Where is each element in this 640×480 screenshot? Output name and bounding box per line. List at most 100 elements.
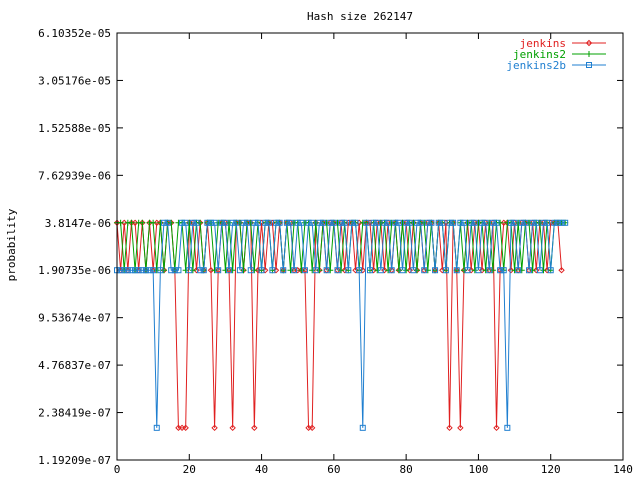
data-point-square (410, 267, 417, 274)
data-point-square (497, 267, 504, 274)
data-point-plus (526, 219, 533, 226)
data-point-plus (236, 219, 243, 226)
data-point-plus (410, 219, 417, 226)
y-tick-label: 7.62939e-06 (38, 169, 111, 182)
data-point-plus (316, 267, 323, 274)
x-tick-label: 0 (114, 463, 121, 476)
data-point-square (312, 267, 319, 274)
data-point-square (200, 267, 207, 274)
data-point-square (460, 219, 467, 226)
data-point-plus (497, 219, 504, 226)
data-point-diamond (507, 267, 515, 274)
data-point-plus (222, 267, 229, 274)
data-point-square (211, 219, 218, 226)
data-point-diamond (467, 267, 475, 274)
data-point-square (276, 219, 283, 226)
data-point-diamond (269, 219, 276, 226)
data-point-plus (511, 267, 518, 274)
data-point-square (479, 219, 486, 226)
data-point-square (283, 219, 290, 226)
data-point-square (507, 219, 514, 226)
data-point-square (392, 219, 399, 226)
data-point-square (226, 267, 233, 274)
data-point-square (215, 267, 222, 274)
data-point-square (240, 219, 247, 226)
data-point-square (273, 219, 280, 226)
data-point-diamond (121, 219, 128, 226)
data-point-square (338, 219, 345, 226)
y-tick-label: 6.10352e-05 (38, 27, 111, 40)
data-point-square (150, 267, 157, 274)
data-point-plus (421, 219, 428, 226)
data-point-plus (287, 267, 294, 274)
data-point-plus (399, 219, 406, 226)
data-point-plus (460, 267, 467, 274)
data-point-diamond (261, 267, 269, 274)
data-point-square (294, 219, 301, 226)
data-point-square (453, 267, 460, 274)
data-point-square (186, 267, 193, 274)
data-point-square (367, 267, 373, 274)
data-point-diamond (446, 424, 453, 432)
data-point-square (193, 219, 200, 226)
data-point-diamond (193, 267, 200, 274)
data-point-square (406, 219, 413, 226)
data-point-plus (471, 267, 478, 274)
data-point-plus (251, 267, 258, 274)
data-point-square (262, 219, 269, 226)
data-point-square (222, 219, 229, 226)
data-point-plus (168, 219, 175, 226)
data-point-square (544, 219, 551, 226)
data-point-square (352, 219, 359, 226)
data-point-square (428, 219, 435, 226)
data-point-diamond (207, 267, 215, 274)
data-point-plus (153, 267, 160, 274)
data-point-square (450, 219, 457, 226)
data-point-diamond (272, 267, 280, 274)
data-point-diamond (211, 424, 218, 432)
data-point-square (526, 267, 533, 274)
data-point-square (468, 219, 475, 226)
data-point-diamond (131, 219, 139, 226)
data-point-square (457, 219, 464, 226)
data-point-square (464, 267, 471, 274)
data-point-plus (482, 267, 489, 274)
data-point-plus (211, 267, 218, 274)
data-point-square (511, 219, 518, 226)
data-point-plus (515, 219, 522, 226)
data-point-plus (150, 219, 157, 226)
data-point-diamond (493, 424, 500, 432)
data-point-square (244, 219, 251, 226)
data-point-square (370, 219, 377, 226)
data-point-square (146, 267, 153, 274)
axes: 1.19209e-07 2.38419e-07 4.76837e-07 9.53674… (38, 27, 633, 476)
data-point-diamond (355, 219, 363, 226)
data-point-diamond (543, 267, 551, 274)
data-point-plus (327, 267, 334, 274)
data-point-square (533, 219, 540, 226)
data-point-plus (240, 267, 247, 274)
x-tick-label: 20 (183, 463, 196, 476)
data-point-square (197, 267, 204, 274)
y-tick-label: 3.8147e-06 (45, 217, 111, 230)
data-point-square (298, 219, 305, 226)
data-point-square (323, 267, 330, 274)
data-point-square (493, 219, 500, 226)
data-point-diamond (308, 424, 316, 432)
data-point-diamond (366, 219, 374, 226)
data-point-square (179, 219, 186, 226)
data-point-plus (540, 267, 547, 274)
data-point-square (153, 424, 160, 431)
data-point-square (356, 267, 363, 274)
data-point-square (269, 267, 276, 274)
data-point-diamond (406, 267, 413, 274)
series-line-jenkins2b (117, 222, 566, 428)
data-point-square (515, 267, 522, 274)
data-point-plus (160, 267, 167, 274)
data-point-plus (374, 267, 381, 274)
data-point-plus (486, 219, 493, 226)
data-point-square (395, 219, 402, 226)
